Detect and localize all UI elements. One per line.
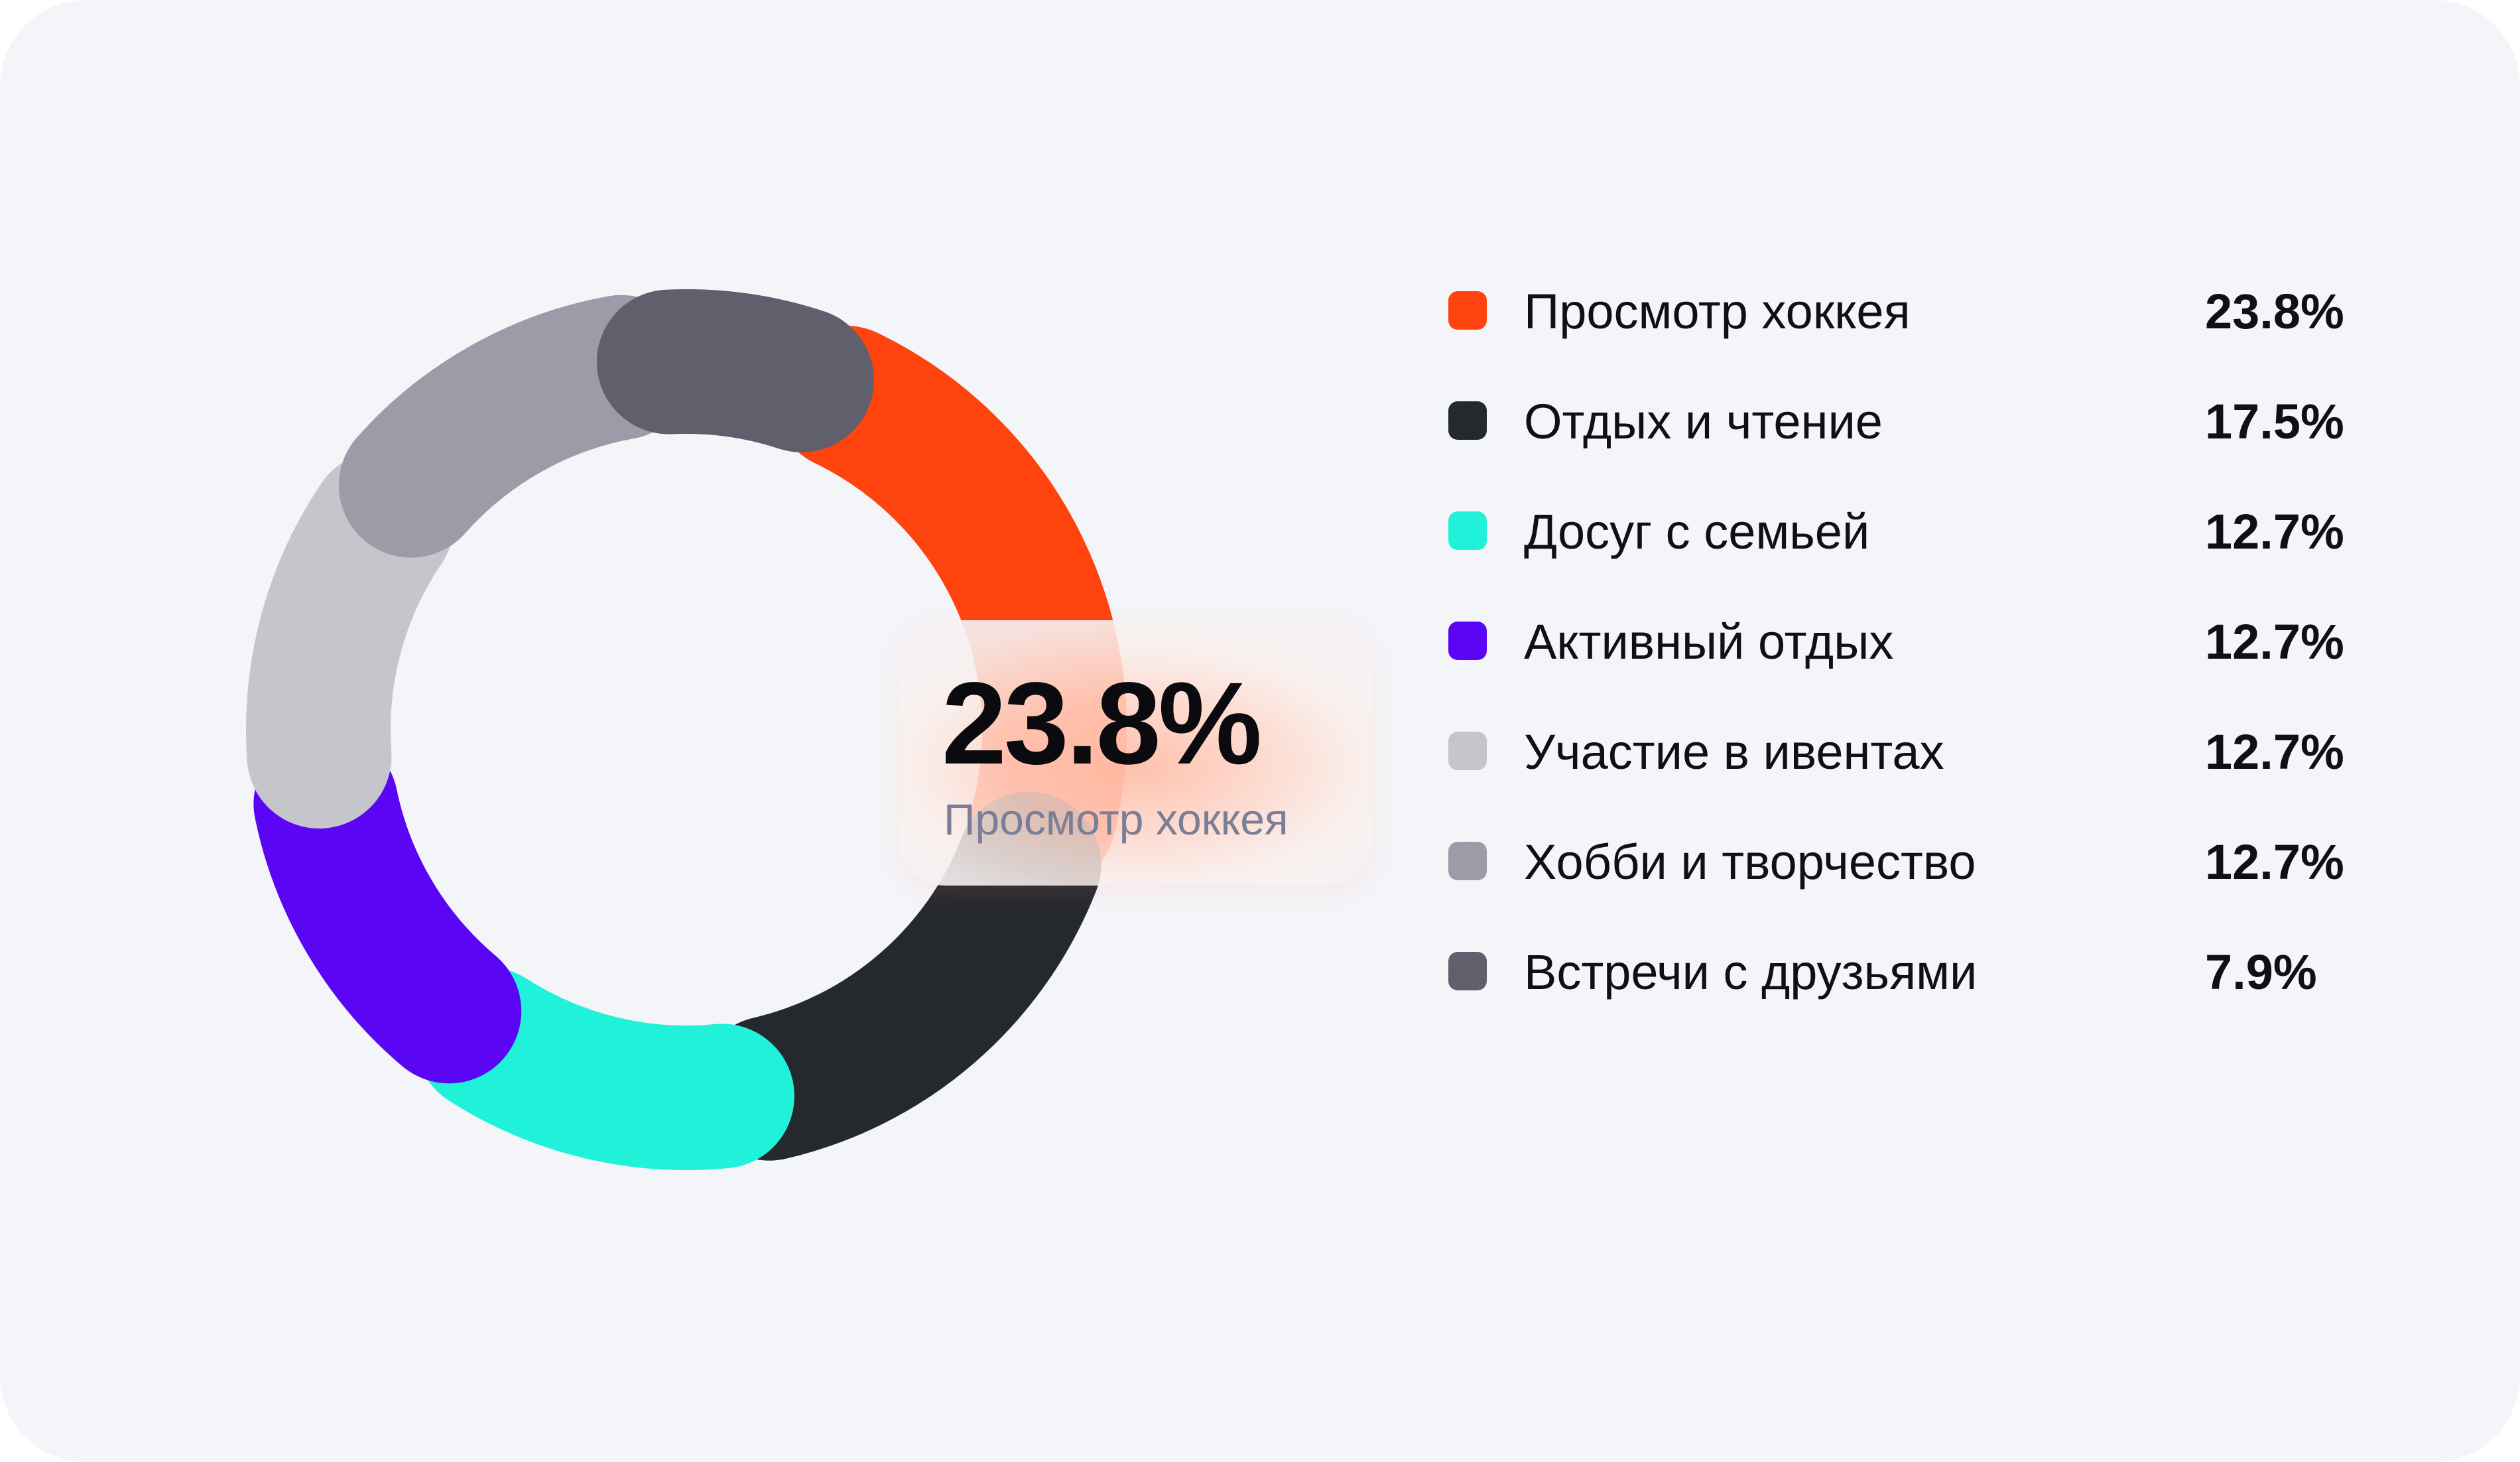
- legend-value: 12.7%: [2205, 614, 2344, 669]
- legend-value: 23.8%: [2205, 284, 2344, 339]
- legend-item[interactable]: Просмотр хоккея 23.8%: [1446, 255, 2374, 366]
- legend-swatch: [1448, 732, 1487, 770]
- legend-swatch: [1448, 401, 1487, 440]
- legend-swatch: [1448, 622, 1487, 660]
- donut-segment[interactable]: [415, 967, 794, 1170]
- tooltip-category: Просмотр хоккея: [944, 795, 1289, 844]
- legend-item[interactable]: Активный отдых 12.7%: [1446, 586, 2374, 696]
- legend-item[interactable]: Хобби и творчество 12.7%: [1446, 806, 2374, 916]
- legend-swatch: [1448, 511, 1487, 550]
- legend-item[interactable]: Участие в ивентах 12.7%: [1446, 696, 2374, 806]
- highlight-tooltip: 23.8% Просмотр хоккея: [899, 620, 1373, 886]
- legend-label: Отдых и чтение: [1524, 394, 1883, 449]
- donut-segment[interactable]: [253, 731, 522, 1084]
- legend-item[interactable]: Встречи с друзьями 7.9%: [1446, 916, 2374, 1026]
- legend-value: 7.9%: [2205, 945, 2317, 1000]
- legend-label: Досуг с семьей: [1524, 504, 1870, 559]
- legend-label: Активный отдых: [1524, 614, 1894, 669]
- donut-segment[interactable]: [338, 295, 694, 558]
- legend-swatch: [1448, 291, 1487, 330]
- donut-segment[interactable]: [596, 289, 874, 452]
- legend: Просмотр хоккея 23.8% Отдых и чтение 17.…: [1446, 255, 2374, 1026]
- legend-label: Встречи с друзьями: [1524, 945, 1978, 1000]
- legend-item[interactable]: Отдых и чтение 17.5%: [1446, 366, 2374, 476]
- legend-value: 12.7%: [2205, 504, 2344, 559]
- legend-value: 12.7%: [2205, 834, 2344, 890]
- tooltip-value: 23.8%: [942, 659, 1262, 789]
- legend-value: 12.7%: [2205, 724, 2344, 779]
- legend-label: Просмотр хоккея: [1524, 284, 1911, 339]
- legend-swatch: [1448, 842, 1487, 880]
- legend-swatch: [1448, 952, 1487, 990]
- donut-segment[interactable]: [697, 791, 1102, 1161]
- legend-item[interactable]: Досуг с семьей 12.7%: [1446, 476, 2374, 586]
- donut-segment[interactable]: [246, 450, 454, 829]
- legend-label: Хобби и творчество: [1524, 834, 1976, 890]
- legend-value: 17.5%: [2205, 394, 2344, 449]
- legend-label: Участие в ивентах: [1524, 724, 1944, 779]
